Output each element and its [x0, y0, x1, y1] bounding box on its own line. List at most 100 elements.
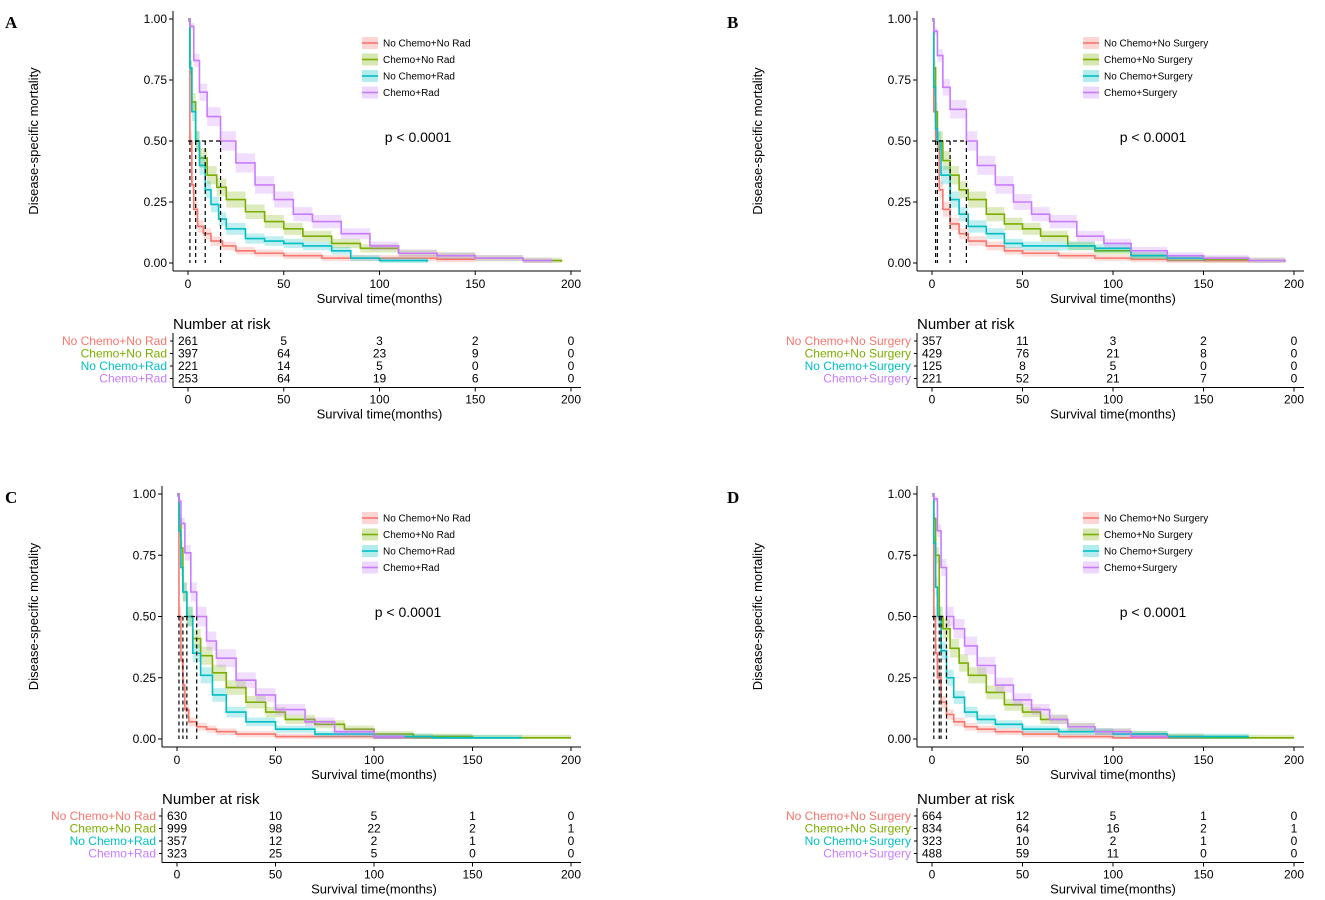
x-tick-label: 100 — [1103, 753, 1123, 767]
risk-row-label: No Chemo+Surgery — [805, 359, 911, 373]
risk-count: 5 — [1110, 809, 1117, 823]
legend: No Chemo+No Rad Chemo+No Rad No Chemo+Rad C… — [362, 512, 471, 574]
risk-count: 5 — [1110, 359, 1117, 373]
risk-count: 3 — [1110, 334, 1117, 348]
legend-label: Chemo+No Rad — [383, 530, 455, 541]
risk-count: 0 — [1291, 847, 1298, 861]
x-tick-label: 200 — [561, 277, 581, 291]
y-tick-label: 0.25 — [888, 671, 912, 685]
x-tick-label: 200 — [1284, 277, 1304, 291]
risk-count: 0 — [1291, 347, 1298, 361]
x-tick-label: 150 — [465, 277, 485, 291]
ci-band — [188, 19, 552, 263]
x-tick-label: 100 — [369, 277, 389, 291]
risk-x-tick-label: 150 — [462, 868, 482, 882]
risk-count: 0 — [568, 359, 575, 373]
risk-count: 0 — [568, 847, 575, 861]
x-tick-label: 150 — [1193, 277, 1213, 291]
risk-count: 64 — [277, 372, 291, 386]
risk-count: 14 — [277, 359, 291, 373]
risk-count: 0 — [472, 359, 479, 373]
panel-a: A0.000.250.500.751.000 50 100 150 200Surviva… — [5, 11, 581, 422]
risk-count: 323 — [922, 834, 942, 848]
risk-x-tick-label: 50 — [277, 393, 291, 407]
risk-row-label: No Chemo+Rad — [81, 359, 167, 373]
risk-count: 323 — [167, 847, 187, 861]
risk-table-title: Number at risk — [917, 791, 1015, 808]
risk-count: 10 — [269, 809, 283, 823]
y-tick-label: 0.25 — [133, 671, 157, 685]
km-curve — [932, 493, 1249, 738]
risk-x-tick-label: 0 — [185, 393, 192, 407]
risk-row-label: Chemo+Surgery — [823, 847, 911, 861]
risk-count: 9 — [472, 347, 479, 361]
risk-count: 8 — [1200, 347, 1207, 361]
risk-count: 834 — [922, 822, 942, 836]
risk-count: 1 — [1200, 834, 1207, 848]
risk-count: 64 — [1016, 822, 1030, 836]
risk-count: 999 — [167, 822, 187, 836]
risk-count: 10 — [1016, 834, 1030, 848]
risk-x-tick-label: 150 — [1193, 868, 1213, 882]
risk-row-label: No Chemo+No Surgery — [786, 334, 911, 348]
legend: No Chemo+No Rad Chemo+No Rad No Chemo+Rad C… — [362, 37, 471, 99]
risk-count: 6 — [472, 372, 479, 386]
risk-x-tick-label: 50 — [269, 868, 283, 882]
legend-label: No Chemo+Rad — [383, 547, 455, 558]
risk-count: 0 — [568, 347, 575, 361]
x-tick-label: 0 — [929, 753, 936, 767]
y-tick-label: 0.00 — [888, 256, 912, 270]
risk-count: 64 — [277, 347, 291, 361]
risk-x-tick-label: 100 — [1103, 868, 1123, 882]
km-curve — [177, 493, 405, 738]
risk-count: 125 — [922, 359, 942, 373]
risk-row-label: No Chemo+No Rad — [62, 334, 167, 348]
risk-count: 0 — [568, 809, 575, 823]
risk-count: 0 — [1291, 809, 1298, 823]
risk-count: 5 — [371, 847, 378, 861]
risk-count: 23 — [373, 347, 387, 361]
y-tick-label: 0.50 — [888, 610, 912, 624]
x-axis-label: Survival time(months) — [1050, 767, 1176, 782]
risk-count: 21 — [1106, 372, 1120, 386]
risk-row-label: No Chemo+No Surgery — [786, 809, 911, 823]
x-axis-label: Survival time(months) — [311, 767, 437, 782]
risk-count: 5 — [371, 809, 378, 823]
panel-letter: A — [5, 13, 18, 32]
x-axis-label: Survival time(months) — [317, 291, 443, 306]
y-tick-label: 1.00 — [144, 12, 168, 26]
panel-d: D0.000.250.500.751.000 50 100 150 200Surviva… — [727, 486, 1304, 897]
panel-letter: D — [727, 488, 739, 507]
risk-count: 2 — [472, 334, 479, 348]
risk-row-label: No Chemo+No Rad — [51, 809, 156, 823]
p-value: p < 0.0001 — [1120, 604, 1187, 620]
x-tick-label: 50 — [277, 277, 291, 291]
risk-count: 664 — [922, 809, 942, 823]
y-tick-label: 0.75 — [888, 73, 912, 87]
risk-row-label: Chemo+No Surgery — [805, 347, 911, 361]
panel-b: B0.000.250.500.751.000 50 100 150 200Surviva… — [727, 11, 1304, 422]
risk-count: 7 — [1200, 372, 1207, 386]
km-curve — [177, 493, 522, 739]
legend-label: No Chemo+Rad — [383, 72, 455, 83]
risk-x-axis-label: Survival time(months) — [317, 407, 443, 422]
x-tick-label: 50 — [1016, 277, 1030, 291]
risk-count: 630 — [167, 809, 187, 823]
risk-count: 25 — [269, 847, 283, 861]
km-curve — [188, 18, 429, 262]
risk-count: 2 — [1200, 334, 1207, 348]
km-curve — [932, 493, 1204, 739]
risk-count: 16 — [1106, 822, 1120, 836]
risk-count: 5 — [376, 359, 383, 373]
legend-label: No Chemo+Surgery — [1104, 547, 1193, 558]
risk-count: 12 — [1016, 809, 1030, 823]
risk-count: 397 — [178, 347, 198, 361]
legend-label: Chemo+Rad — [383, 563, 439, 574]
risk-x-tick-label: 100 — [364, 868, 384, 882]
legend-label: Chemo+Surgery — [1104, 563, 1177, 574]
risk-count: 59 — [1016, 847, 1030, 861]
risk-count: 3 — [376, 334, 383, 348]
y-tick-label: 0.75 — [133, 548, 157, 562]
y-tick-label: 0.25 — [144, 195, 168, 209]
